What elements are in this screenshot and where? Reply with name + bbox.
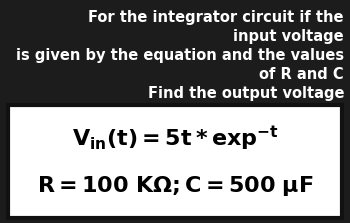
Text: Find the output voltage: Find the output voltage [147,86,344,101]
Text: input voltage: input voltage [233,29,344,44]
Text: $\mathbf{R = 100\ K\Omega; C = 500\ \mu F}$: $\mathbf{R = 100\ K\Omega; C = 500\ \mu … [37,174,313,198]
Text: is given by the equation and the values: is given by the equation and the values [16,48,344,63]
Text: For the integrator circuit if the: For the integrator circuit if the [89,10,344,25]
Text: $\mathbf{V_{in}(t) = 5t * exp^{-t}}$: $\mathbf{V_{in}(t) = 5t * exp^{-t}}$ [71,124,279,153]
Text: of R and C: of R and C [259,67,344,82]
FancyBboxPatch shape [8,105,342,218]
